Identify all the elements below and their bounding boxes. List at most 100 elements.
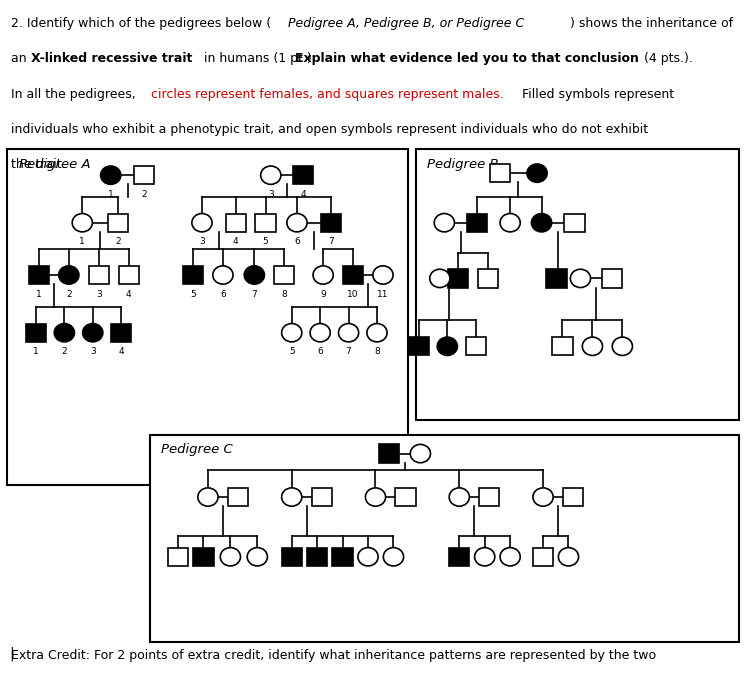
Circle shape [410, 444, 431, 463]
Text: 7: 7 [251, 289, 257, 299]
Bar [449, 547, 470, 566]
Circle shape [220, 547, 241, 566]
Text: an: an [11, 52, 31, 65]
Circle shape [570, 270, 590, 288]
Circle shape [82, 324, 103, 342]
Circle shape [260, 166, 281, 184]
Text: 4: 4 [233, 237, 239, 246]
Text: 6: 6 [317, 347, 323, 356]
Bar [378, 444, 399, 463]
Text: 2: 2 [61, 347, 67, 356]
Bar [274, 265, 295, 284]
Text: 6: 6 [220, 289, 226, 299]
Text: 1: 1 [33, 347, 39, 356]
Bar [255, 213, 275, 232]
Circle shape [191, 213, 212, 232]
Bar [552, 337, 573, 356]
Text: 6: 6 [294, 237, 300, 246]
Text: 11: 11 [377, 289, 389, 299]
Text: 9: 9 [320, 289, 326, 299]
Bar [25, 324, 46, 342]
Text: 7: 7 [346, 347, 352, 356]
Text: individuals who exhibit a phenotypic trait, and open symbols represent individua: individuals who exhibit a phenotypic tra… [11, 123, 649, 136]
Bar [601, 269, 622, 288]
Bar [332, 547, 353, 566]
Text: 5: 5 [289, 347, 295, 356]
Circle shape [281, 488, 302, 507]
Circle shape [474, 547, 495, 566]
Bar [533, 547, 554, 566]
Bar [311, 488, 331, 507]
Circle shape [500, 213, 521, 232]
Circle shape [527, 164, 547, 182]
Bar [320, 213, 340, 232]
Bar [478, 269, 498, 288]
Text: circles represent females, and squares represent males.: circles represent females, and squares r… [151, 88, 504, 100]
Circle shape [429, 270, 450, 288]
Circle shape [373, 266, 393, 284]
Bar [479, 488, 500, 507]
Text: 4: 4 [126, 289, 132, 299]
Bar [183, 265, 203, 284]
Bar [343, 265, 364, 284]
Circle shape [583, 337, 603, 356]
Bar [465, 337, 486, 356]
Text: 4: 4 [118, 347, 124, 356]
Circle shape [558, 547, 579, 566]
Circle shape [531, 213, 551, 232]
Bar [7, 149, 408, 485]
Text: 8: 8 [281, 289, 287, 299]
Bar [226, 213, 245, 232]
Text: Filled symbols represent: Filled symbols represent [518, 88, 675, 100]
Bar [562, 488, 583, 507]
Text: 2: 2 [115, 237, 121, 246]
Circle shape [449, 488, 470, 507]
Bar [447, 269, 468, 288]
Bar [227, 488, 248, 507]
Text: Pedigree A, Pedigree B, or Pedigree C: Pedigree A, Pedigree B, or Pedigree C [288, 17, 524, 30]
Bar [307, 547, 328, 566]
Bar [111, 324, 132, 342]
Text: 1: 1 [108, 189, 114, 199]
Bar [546, 269, 567, 288]
Circle shape [247, 547, 267, 566]
Circle shape [367, 324, 387, 342]
Bar [292, 166, 313, 184]
Text: 3: 3 [199, 237, 205, 246]
Text: Pedigree C: Pedigree C [161, 443, 233, 456]
Text: 2: 2 [66, 289, 72, 299]
Bar [193, 547, 214, 566]
Text: Pedigree B: Pedigree B [427, 158, 499, 170]
Circle shape [434, 213, 454, 232]
Bar [108, 213, 128, 232]
Circle shape [612, 337, 632, 356]
Circle shape [500, 547, 521, 566]
Circle shape [100, 166, 121, 184]
Circle shape [281, 324, 302, 342]
Text: 3: 3 [90, 347, 96, 356]
Text: In all the pedigrees,: In all the pedigrees, [11, 88, 140, 100]
Text: |: | [9, 646, 13, 661]
Text: 3: 3 [96, 289, 102, 299]
Text: 1: 1 [36, 289, 42, 299]
Text: Pedigree A: Pedigree A [19, 158, 91, 170]
Text: Extra Credit: For 2 points of extra credit, identify what inheritance patterns a: Extra Credit: For 2 points of extra cred… [11, 649, 656, 662]
Text: (4 pts.).: (4 pts.). [640, 52, 693, 65]
Bar [28, 265, 49, 284]
Text: 1: 1 [79, 237, 85, 246]
Circle shape [313, 266, 334, 284]
Circle shape [358, 547, 378, 566]
Circle shape [197, 488, 218, 507]
Bar [416, 149, 739, 420]
Text: 4: 4 [300, 189, 306, 199]
Circle shape [365, 488, 386, 507]
Circle shape [244, 266, 265, 284]
Circle shape [437, 337, 458, 356]
Bar [118, 265, 138, 284]
Bar [88, 265, 109, 284]
Bar [168, 547, 188, 566]
Circle shape [58, 266, 79, 284]
Bar [565, 213, 585, 232]
Text: ) shows the inheritance of: ) shows the inheritance of [570, 17, 733, 30]
Text: Explain what evidence led you to that conclusion: Explain what evidence led you to that co… [295, 52, 640, 65]
